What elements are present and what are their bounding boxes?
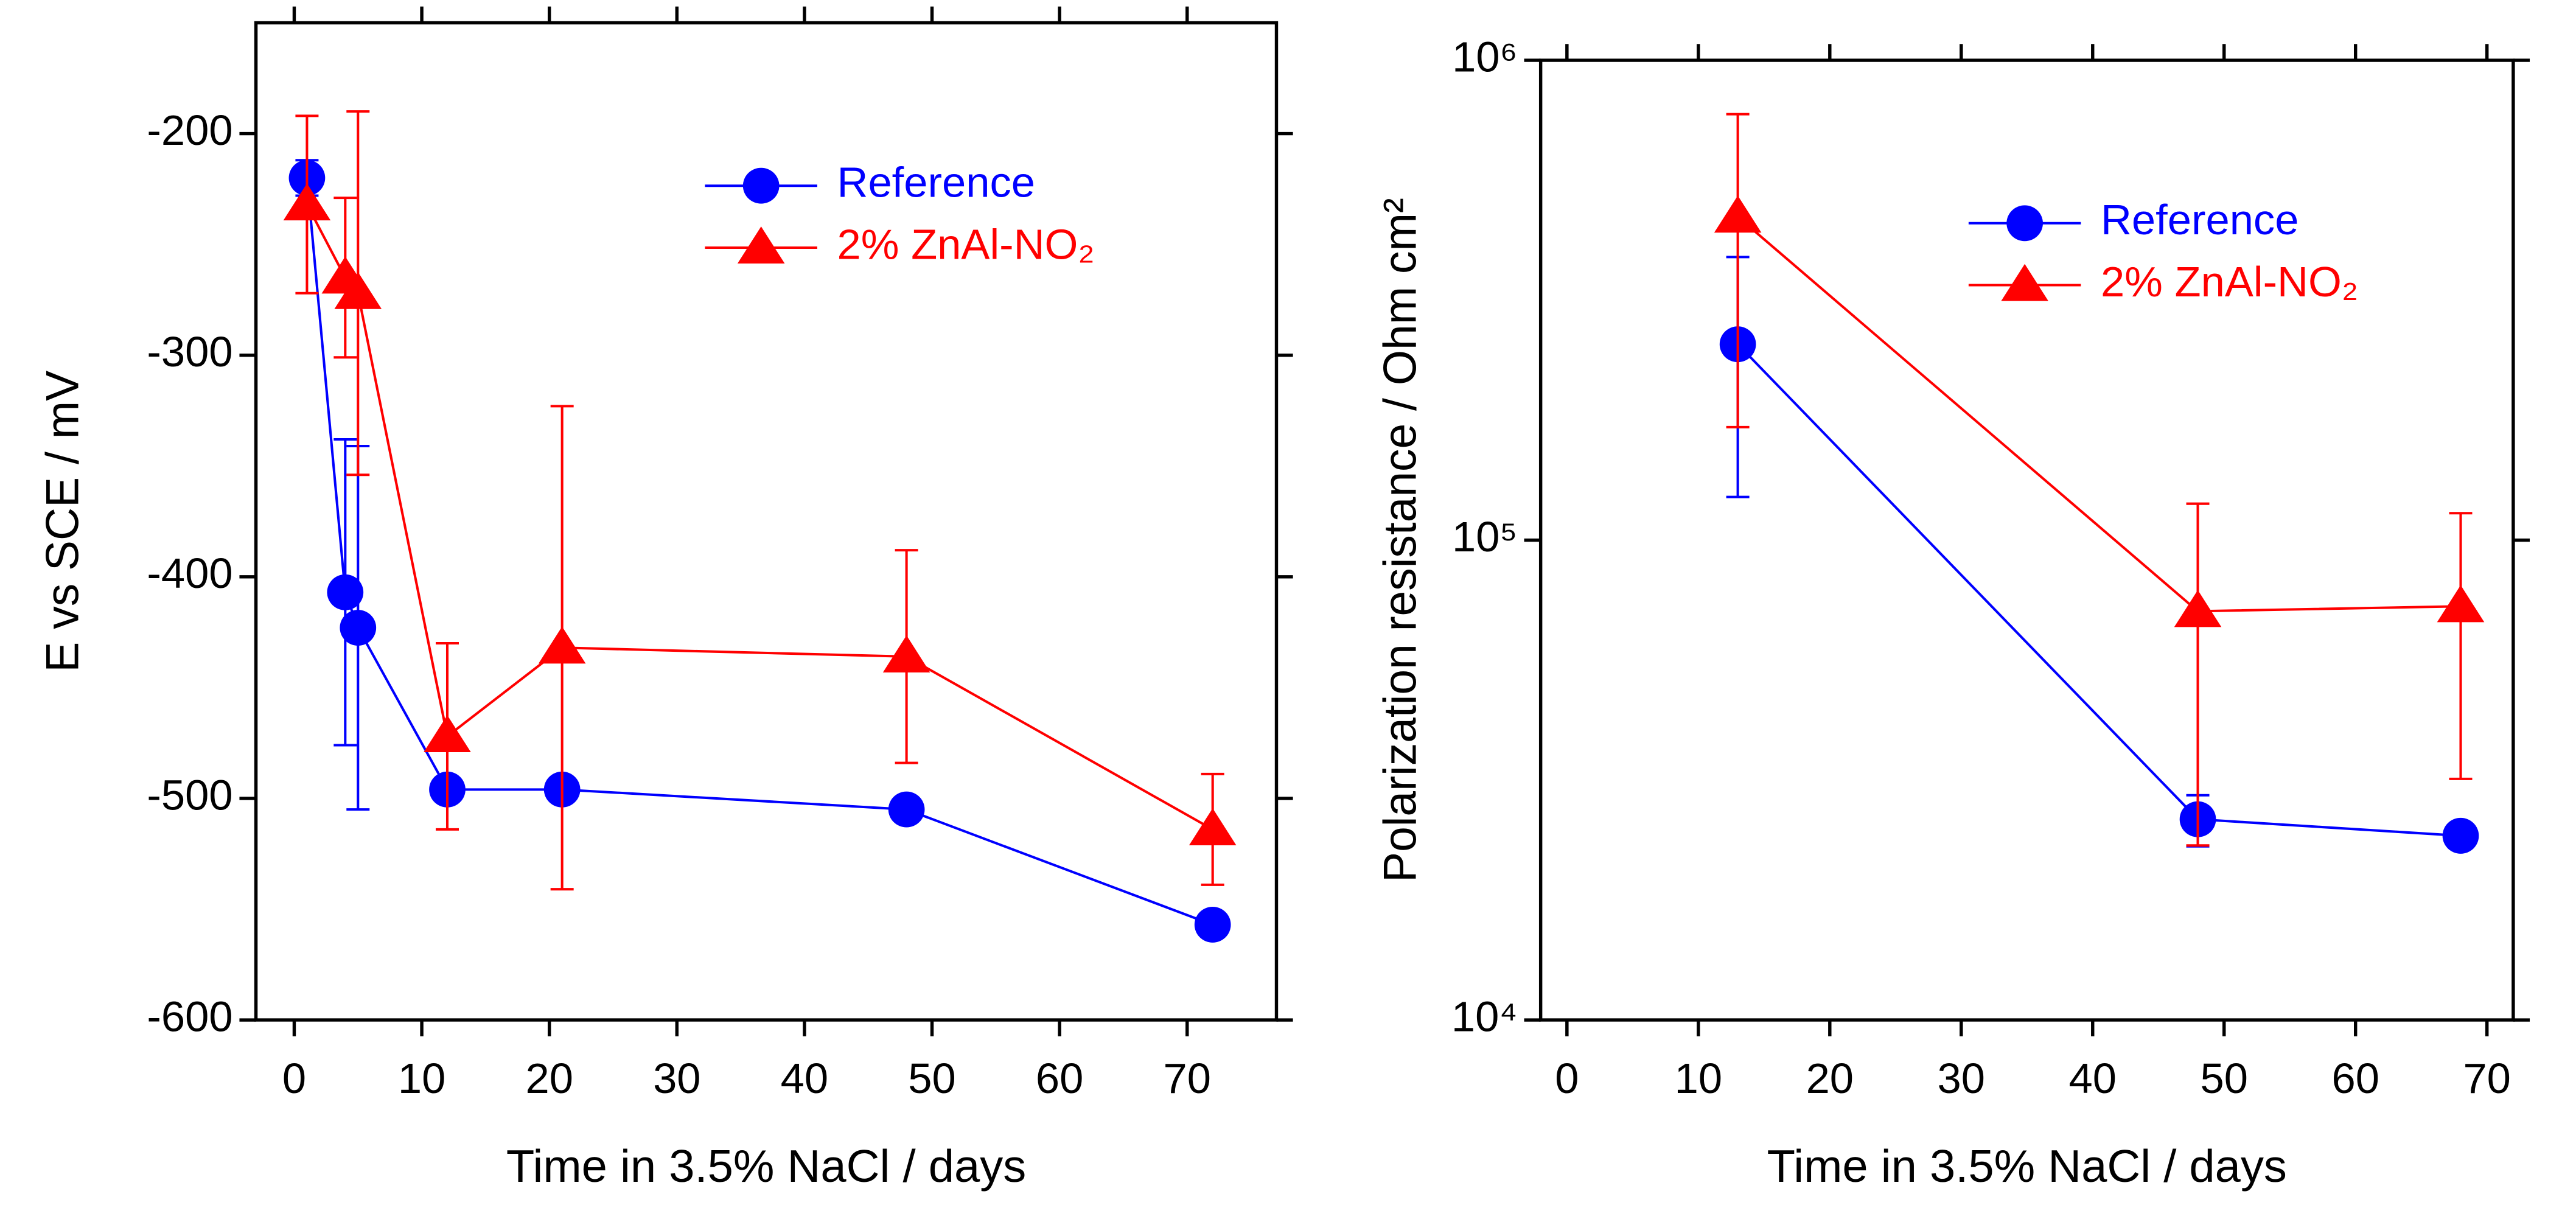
legend-label: Reference	[2101, 197, 2299, 243]
error-bar	[2186, 502, 2210, 847]
error-bar	[2449, 512, 2473, 780]
legend-label: 2% ZnAl-NO₂	[837, 221, 1095, 268]
marker	[538, 626, 586, 664]
marker	[1714, 195, 1762, 233]
y-tick-label: -600	[147, 993, 232, 1040]
legend-marker	[742, 167, 780, 204]
y-tick-label: 10⁴	[1451, 993, 1518, 1040]
x-axis-label: Time in 3.5% NaCl / days	[506, 1141, 1026, 1192]
legend-marker	[2001, 264, 2048, 301]
y-tick-label: 10⁵	[1452, 513, 1518, 560]
x-axis-label: Time in 3.5% NaCl / days	[1767, 1141, 2287, 1192]
legend-marker	[737, 226, 785, 264]
plot-frame	[254, 21, 1279, 1022]
legend-marker	[2006, 205, 2043, 242]
marker	[2174, 590, 2222, 627]
x-tick-label: 40	[2069, 1055, 2117, 1102]
x-tick-label: 0	[282, 1055, 306, 1102]
y-tick-label: -400	[147, 550, 232, 597]
marker	[340, 610, 377, 646]
error-bar	[1726, 113, 1750, 428]
marker	[283, 183, 331, 221]
series-line	[305, 178, 1213, 926]
x-tick-label: 10	[398, 1055, 445, 1102]
marker	[1194, 906, 1231, 943]
y-tick-label: -500	[147, 772, 232, 819]
x-tick-label: 0	[1555, 1055, 1579, 1102]
y-tick-label: 10⁶	[1452, 33, 1518, 80]
x-tick-label: 30	[653, 1055, 700, 1102]
marker	[327, 574, 364, 610]
x-tick-label: 60	[1036, 1055, 1083, 1102]
y-axis-label: Polarization resistance / Ohm cm²	[1374, 198, 1426, 882]
x-tick-label: 70	[1164, 1055, 1211, 1102]
series-line	[1737, 343, 2461, 837]
x-tick-label: 50	[908, 1055, 955, 1102]
legend-label: Reference	[837, 159, 1035, 206]
x-tick-label: 20	[1806, 1055, 1854, 1102]
x-tick-label: 70	[2463, 1055, 2510, 1102]
marker	[424, 715, 471, 753]
y-tick-label: -200	[147, 106, 232, 153]
plot-frame	[1538, 58, 2515, 1022]
x-tick-label: 30	[1938, 1055, 1985, 1102]
marker	[888, 791, 925, 828]
marker	[1189, 808, 1237, 845]
marker	[2442, 817, 2479, 854]
marker	[334, 271, 382, 309]
x-tick-label: 20	[525, 1055, 573, 1102]
x-tick-label: 10	[1675, 1055, 1722, 1102]
marker	[882, 635, 930, 672]
legend-label: 2% ZnAl-NO₂	[2101, 258, 2358, 305]
marker	[2437, 585, 2485, 623]
x-tick-label: 50	[2201, 1055, 2248, 1102]
y-axis-label: E vs SCE / mV	[37, 371, 88, 672]
x-tick-label: 40	[781, 1055, 828, 1102]
x-tick-label: 60	[2331, 1055, 2379, 1102]
y-tick-label: -300	[147, 328, 232, 375]
